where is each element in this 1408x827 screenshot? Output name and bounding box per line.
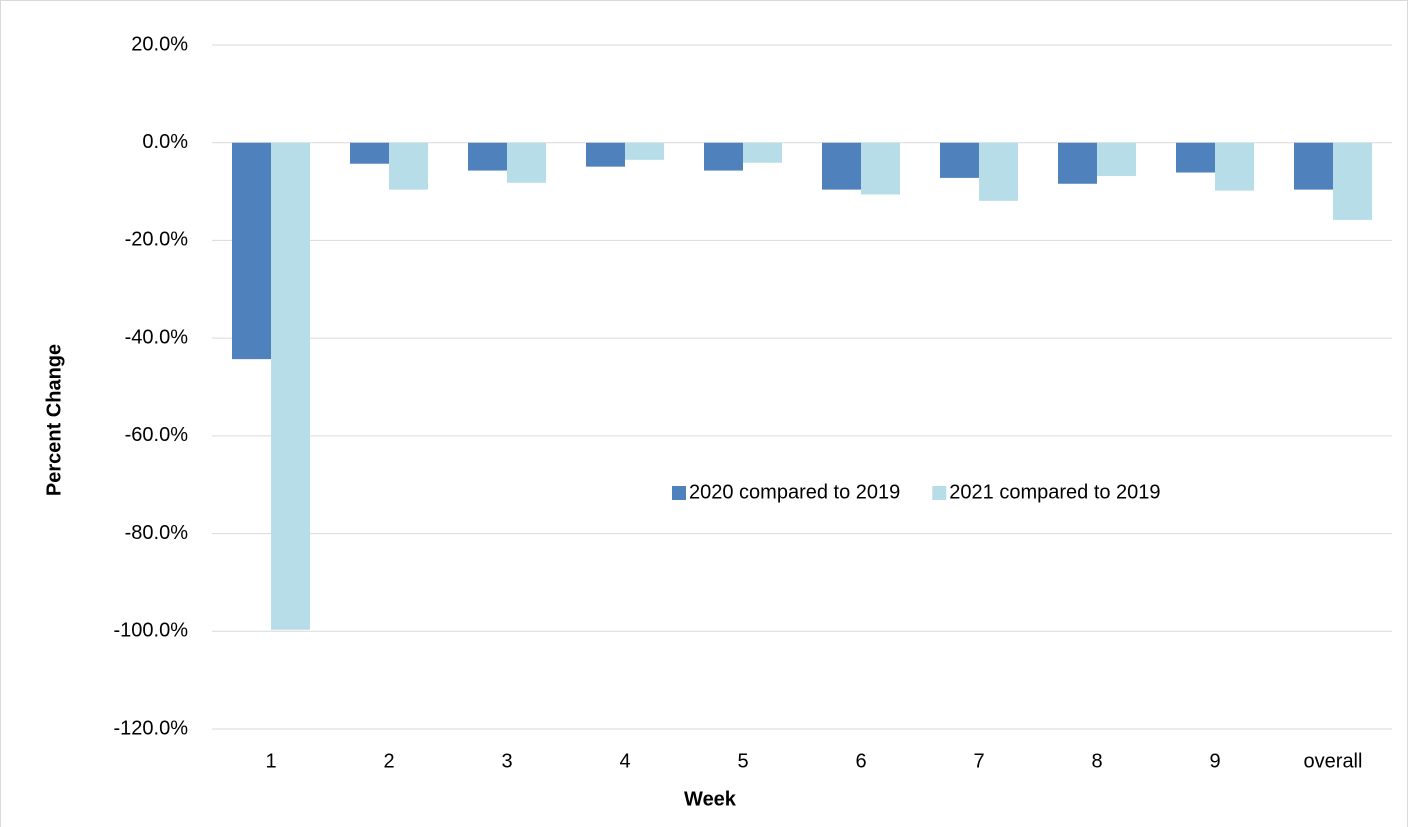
x-tick-label: 3 [501, 750, 512, 772]
bar [507, 142, 546, 183]
x-tick-label: 1 [265, 750, 276, 772]
bar [350, 142, 389, 164]
x-tick-label: 8 [1091, 750, 1102, 772]
x-tick-label: 5 [737, 750, 748, 772]
y-axis-title: Percent Change [43, 344, 65, 496]
y-tick-label: -60.0% [125, 424, 189, 446]
bar [979, 142, 1018, 201]
bar [271, 142, 310, 630]
bar [940, 142, 979, 178]
y-tick-label: -40.0% [125, 326, 189, 348]
x-tick-label: overall [1304, 750, 1363, 772]
bar [232, 142, 271, 360]
bar [743, 142, 782, 163]
y-tick-label: 0.0% [142, 131, 188, 153]
bar [822, 142, 861, 190]
legend-swatch [672, 486, 686, 500]
x-tick-label: 4 [619, 750, 630, 772]
bar [1294, 142, 1333, 190]
y-tick-label: -80.0% [125, 522, 189, 544]
bar [1333, 142, 1372, 220]
y-tick-label: -100.0% [114, 620, 189, 642]
bar [586, 142, 625, 167]
legend-swatch [932, 486, 947, 500]
x-tick-label: 9 [1209, 750, 1220, 772]
y-tick-label: -20.0% [125, 229, 189, 251]
x-tick-label: 7 [973, 750, 984, 772]
y-tick-label: -120.0% [114, 717, 189, 739]
x-tick-label: 2 [383, 750, 394, 772]
bar [704, 142, 743, 171]
bar [1097, 142, 1136, 176]
y-tick-label: 20.0% [131, 33, 188, 55]
bar [468, 142, 507, 171]
bar [389, 142, 428, 190]
bar [1058, 142, 1097, 184]
legend-label: 2021 compared to 2019 [949, 481, 1160, 503]
bar [625, 142, 664, 160]
bar [1176, 142, 1215, 173]
bar [861, 142, 900, 195]
x-axis-title: Week [684, 788, 737, 810]
x-tick-label: 6 [855, 750, 866, 772]
legend-label: 2020 compared to 2019 [689, 481, 900, 503]
bar [1215, 142, 1254, 191]
